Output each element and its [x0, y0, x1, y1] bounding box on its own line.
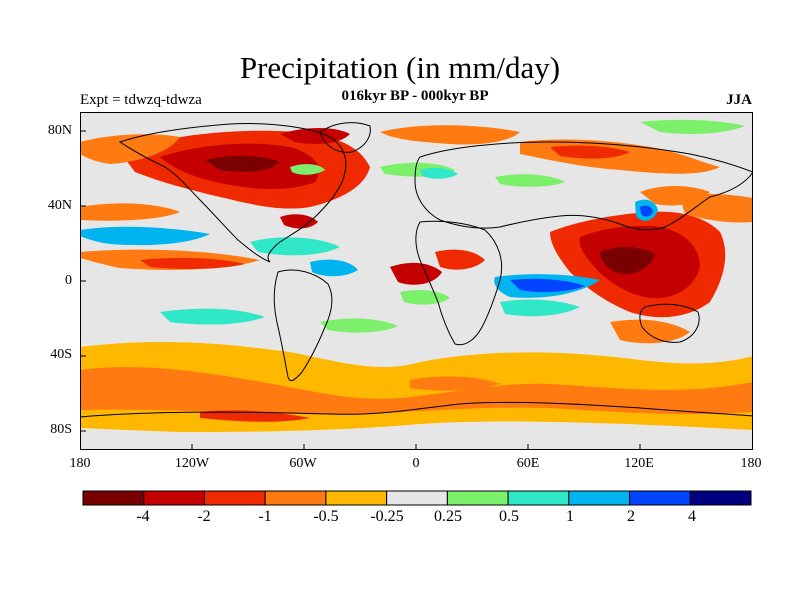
colorbar-swatch: [143, 490, 205, 506]
colorbar-swatch: [386, 490, 448, 506]
colorbar-label: 0.25: [434, 508, 462, 525]
lat-label-40s: 40S: [50, 347, 72, 362]
lon-label-120e: 120E: [624, 456, 654, 471]
colorbar-swatch: [446, 490, 509, 506]
lat-label-80s: 80S: [50, 422, 72, 437]
colorbar-swatch: [507, 490, 570, 506]
colorbar-swatch: [568, 490, 631, 506]
lon-label-60w: 60W: [289, 456, 317, 471]
anomaly-fields: [80, 119, 753, 450]
colorbar-swatch: [325, 490, 388, 506]
map-title: Precipitation (in mm/day): [239, 50, 561, 85]
colorbar-label: 0.5: [499, 508, 519, 525]
colorbar-swatch: [82, 490, 145, 506]
lat-label-40n: 40N: [47, 198, 72, 213]
coastlines: [80, 122, 753, 418]
colorbar-swatch: [264, 490, 327, 506]
axis-ticks: [80, 130, 641, 450]
colorbar: [82, 490, 752, 506]
lon-label-180w: 180: [69, 456, 91, 471]
colorbar-label: -0.5: [313, 508, 339, 525]
map-subtitle: 016kyr BP - 000kyr BP: [341, 88, 489, 104]
lat-label-eq: 0: [65, 273, 72, 288]
colorbar-label: 2: [627, 508, 635, 525]
precipitation-anomaly-map: [80, 112, 753, 450]
season-label: JJA: [726, 92, 752, 108]
colorbar-label: 1: [566, 508, 574, 525]
experiment-label: Expt = tdwzq-tdwza: [80, 92, 202, 108]
colorbar-label: -0.25: [370, 508, 404, 525]
colorbar-label: -2: [197, 508, 211, 525]
colorbar-label: -1: [258, 508, 272, 525]
colorbar-label: 4: [688, 508, 696, 525]
colorbar-swatch: [629, 490, 691, 506]
lon-label-60e: 60E: [516, 456, 540, 471]
lon-label-120w: 120W: [174, 456, 210, 471]
colorbar-swatch: [203, 490, 266, 506]
colorbar-label: -4: [136, 508, 150, 525]
colorbar-swatch: [689, 490, 752, 506]
lat-label-80n: 80N: [47, 123, 72, 138]
lon-label-0: 0: [412, 456, 420, 471]
lon-label-180e: 180: [740, 456, 762, 471]
